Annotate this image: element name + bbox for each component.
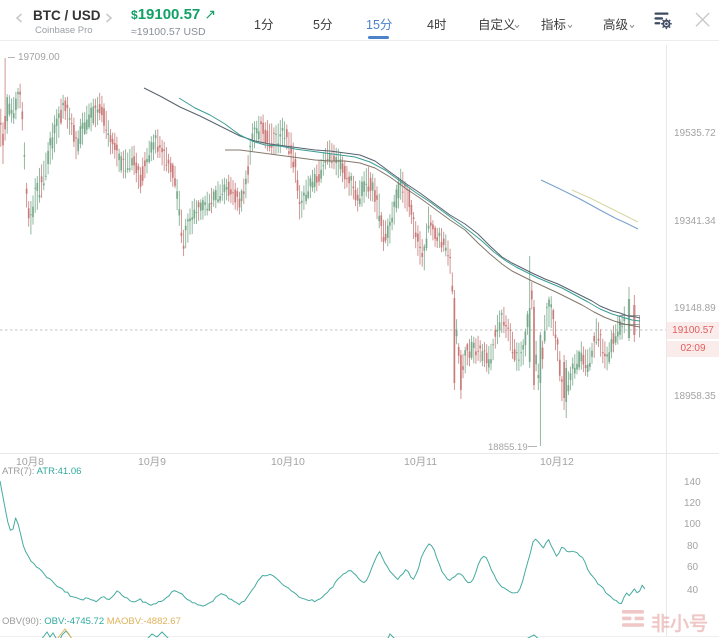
svg-text:非小号: 非小号 (651, 613, 708, 635)
